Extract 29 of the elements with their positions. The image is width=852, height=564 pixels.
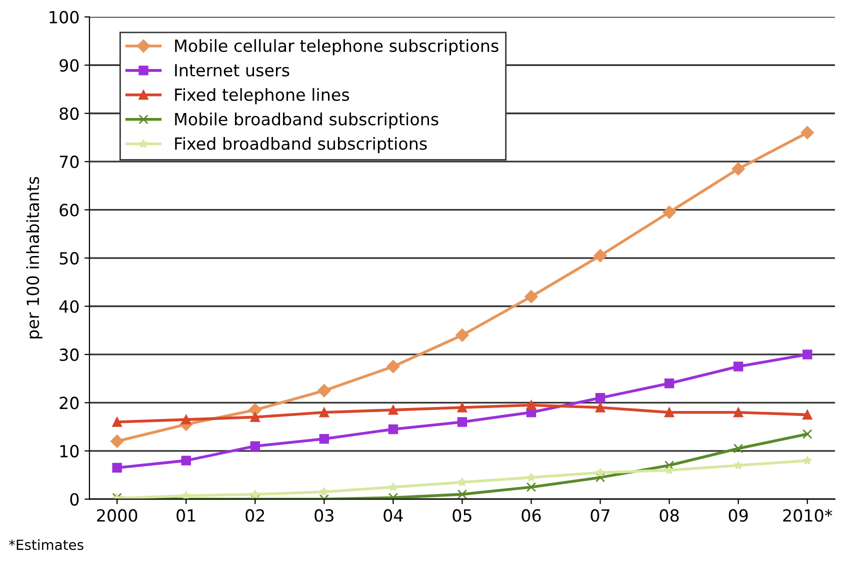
y-tick-label: 50 xyxy=(60,252,79,265)
x-tick-label: 04 xyxy=(384,509,403,522)
y-tick-label: 90 xyxy=(60,59,79,72)
x-tick-label: 02 xyxy=(246,509,264,522)
legend-label: Mobile broadband subscriptions xyxy=(175,112,438,129)
legend-label: Internet users xyxy=(175,64,290,77)
legend-label: Fixed telephone lines xyxy=(175,88,350,104)
x-tick-label: 05 xyxy=(452,509,472,522)
x-tick-label: 2010* xyxy=(783,509,832,522)
x-tick-label: 03 xyxy=(314,509,334,522)
y-tick-label: 80 xyxy=(60,107,79,120)
x-tick-label: 09 xyxy=(728,509,748,522)
y-tick-label: 100 xyxy=(50,10,79,24)
y-tick-label: 60 xyxy=(60,204,79,216)
legend-label: Mobile cellular telephone subscriptions xyxy=(175,39,498,56)
y-tick-label: 20 xyxy=(60,396,79,410)
y-tick-label: 30 xyxy=(60,348,79,362)
x-tick-label: 2000 xyxy=(97,509,138,522)
y-tick-label: 70 xyxy=(60,156,79,168)
legend-label: Fixed broadband subscriptions xyxy=(175,137,427,154)
y-tick-label: 10 xyxy=(60,444,79,458)
y-tick-label: 0 xyxy=(70,493,79,506)
x-tick-label: 07 xyxy=(590,509,610,522)
y-tick-label: 40 xyxy=(59,300,79,313)
x-tick-label: 06 xyxy=(522,509,541,522)
text: *Estimates xyxy=(8,539,84,550)
y-axis-title: per 100 inhabitants xyxy=(26,176,42,338)
x-tick-label: 01 xyxy=(176,509,196,522)
x-tick-label: 08 xyxy=(660,509,679,522)
